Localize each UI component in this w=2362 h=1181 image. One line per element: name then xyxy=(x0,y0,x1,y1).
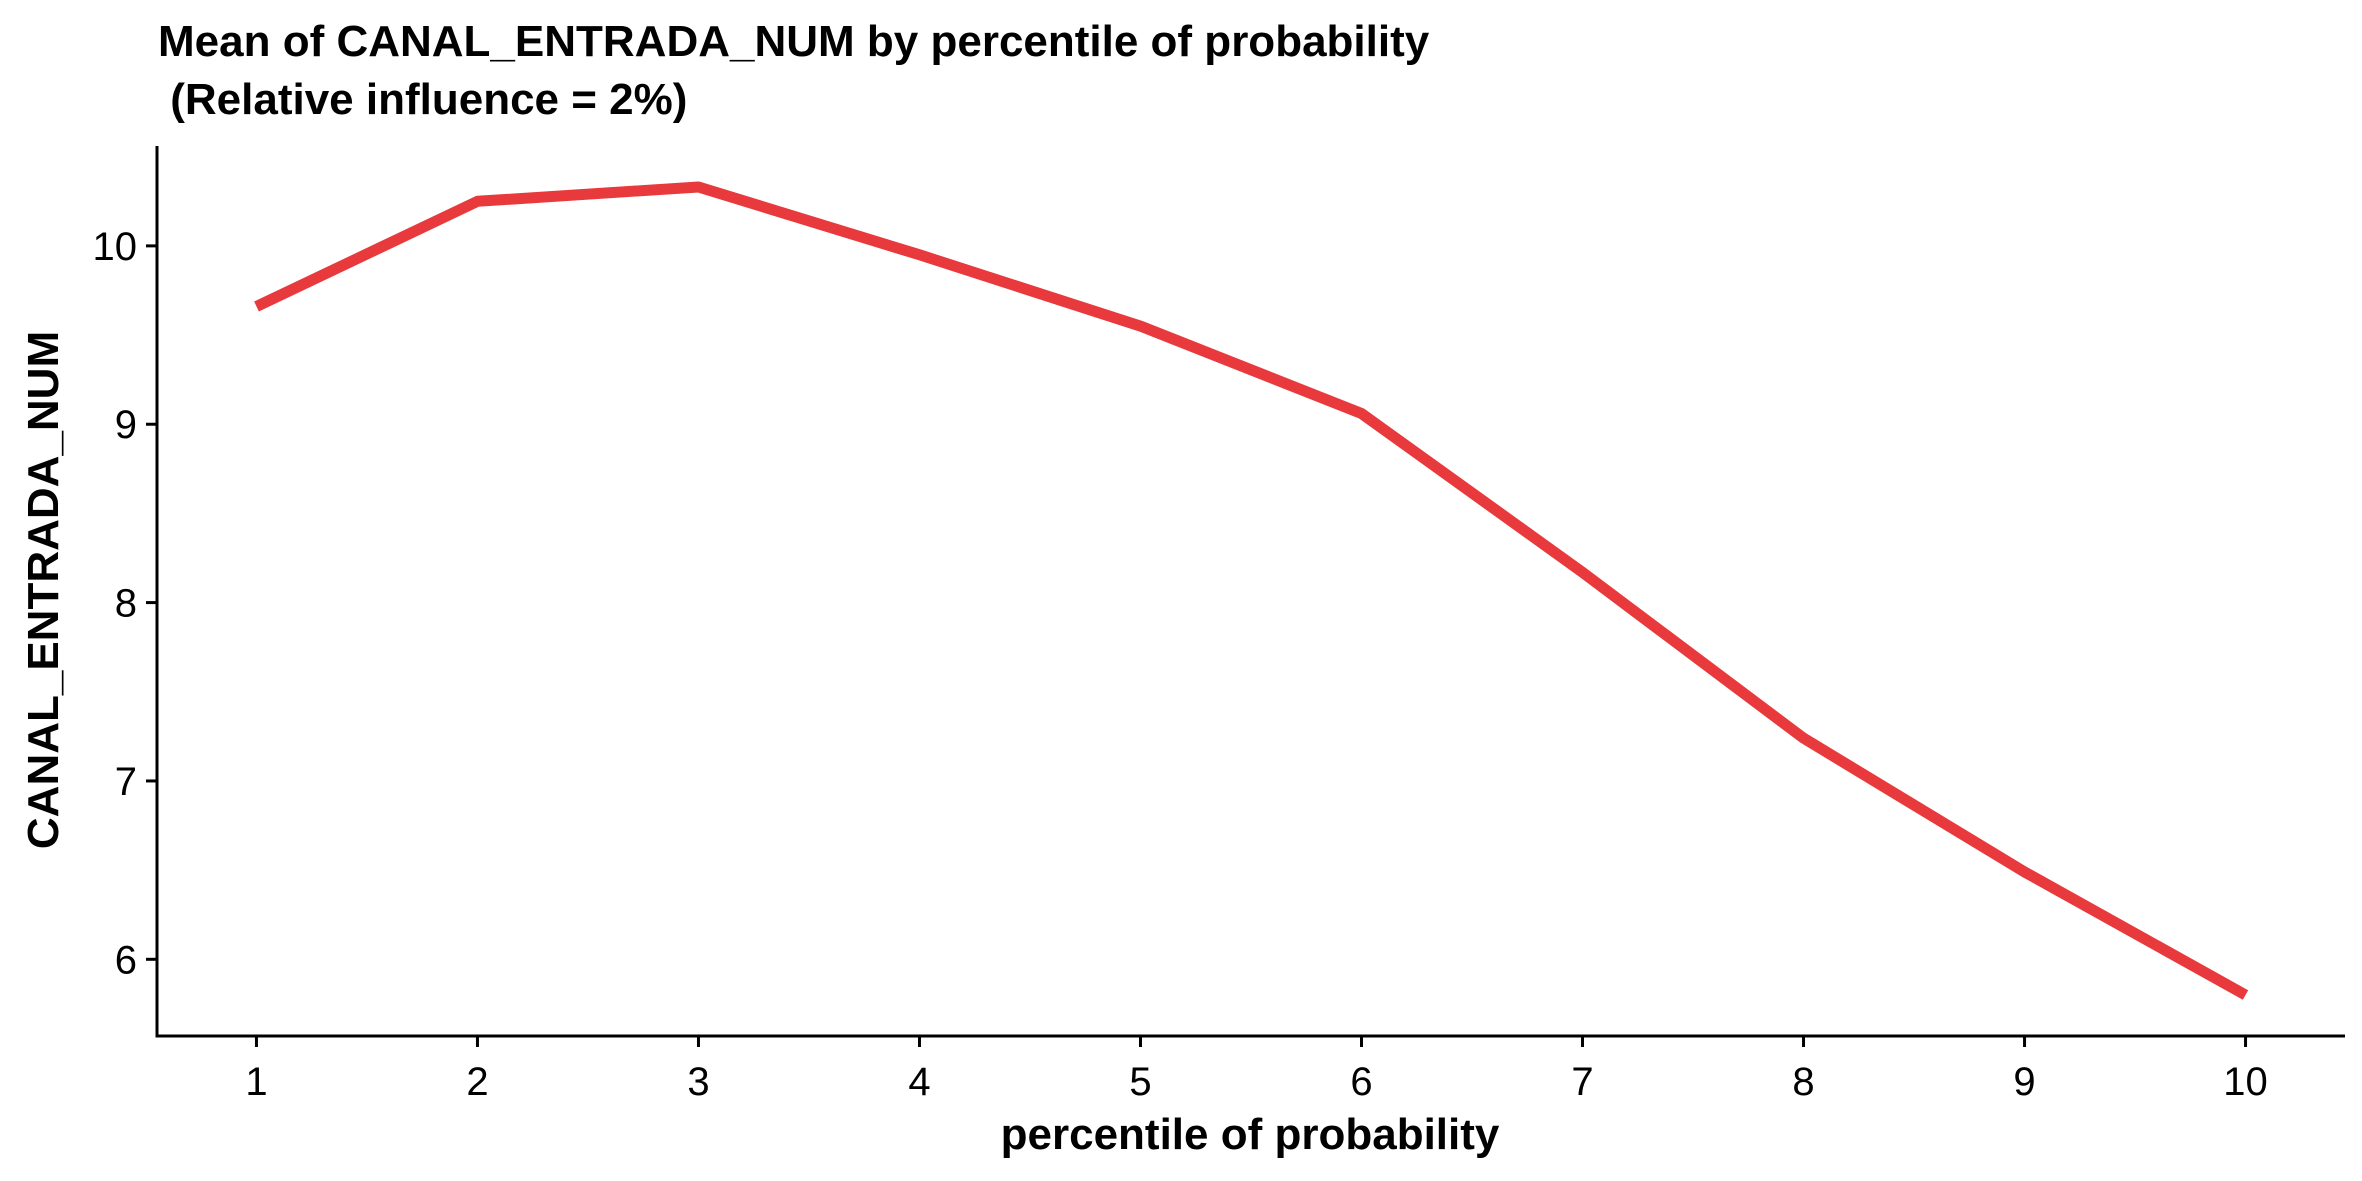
y-tick-label: 6 xyxy=(115,938,137,982)
series-line xyxy=(254,181,2249,1000)
axes xyxy=(155,146,2345,1038)
y-tick-label: 10 xyxy=(93,225,138,269)
y-tick-label: 7 xyxy=(115,760,137,804)
x-axis-label: percentile of probability xyxy=(1001,1110,1500,1159)
x-ticks: 1 2 3 4 5 6 7 8 9 10 xyxy=(245,1036,2268,1104)
series-group xyxy=(254,181,2249,1000)
x-tick-label: 2 xyxy=(466,1060,488,1104)
x-tick-label: 7 xyxy=(1571,1060,1593,1104)
y-tick-label: 9 xyxy=(115,403,137,447)
x-tick-label: 4 xyxy=(908,1060,930,1104)
x-tick-label: 9 xyxy=(2013,1060,2035,1104)
chart-subtitle: (Relative influence = 2%) xyxy=(158,75,687,124)
x-tick-label: 6 xyxy=(1350,1060,1372,1104)
y-tick-label: 8 xyxy=(115,582,137,626)
y-ticks: 6 7 8 9 10 xyxy=(93,225,157,982)
x-tick-label: 8 xyxy=(1792,1060,1814,1104)
x-tick-label: 5 xyxy=(1129,1060,1151,1104)
x-tick-label: 10 xyxy=(2223,1060,2268,1104)
x-tick-label: 1 xyxy=(245,1060,267,1104)
x-tick-label: 3 xyxy=(687,1060,709,1104)
y-axis-label: CANAL_ENTRADA_NUM xyxy=(19,331,68,849)
chart-title: Mean of CANAL_ENTRADA_NUM by percentile … xyxy=(158,17,1430,66)
